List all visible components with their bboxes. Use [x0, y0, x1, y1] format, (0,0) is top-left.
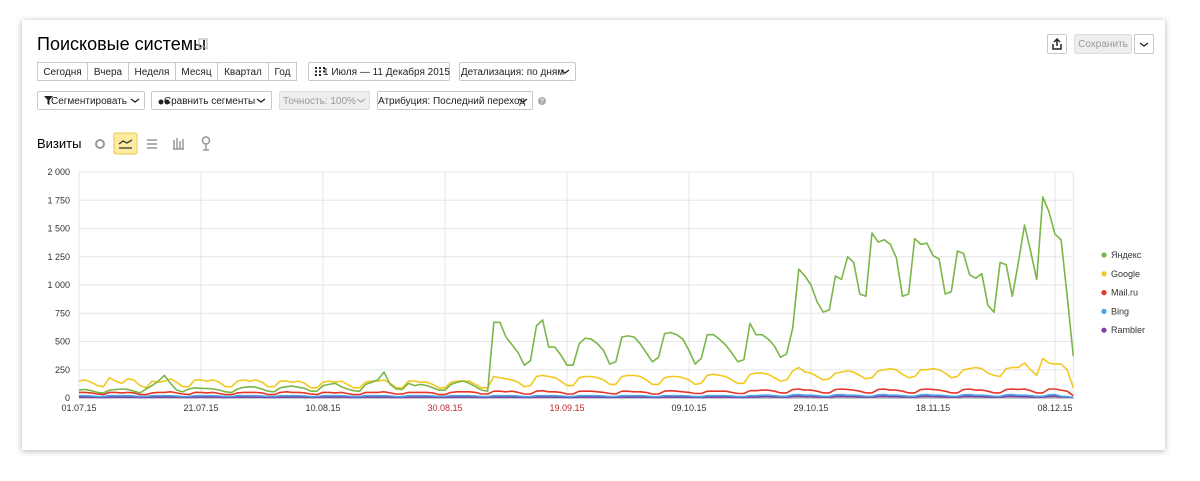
chevron [256, 98, 266, 103]
detail-label: Детализация: по дням [460, 67, 565, 78]
chevron [356, 98, 366, 103]
legend-swatch [1101, 308, 1107, 314]
share-button[interactable] [1047, 34, 1067, 54]
x-tick-label: 10.08.15 [305, 403, 340, 413]
bar-icon[interactable] [173, 138, 184, 150]
legend-label: Яндекс [1111, 250, 1142, 260]
chevron [518, 98, 528, 103]
y-tick-label: 2 000 [47, 167, 70, 177]
date-range: 1 Июля — 11 Декабря 2015 [323, 67, 450, 78]
compare-icon [158, 99, 170, 105]
save-dropdown[interactable] [1134, 34, 1154, 54]
accuracy-label: Точность: 100% [283, 96, 356, 107]
x-tick-label: 21.07.15 [183, 403, 218, 413]
y-tick-label: 750 [55, 308, 70, 318]
compare-label: Сравнить сегменты [163, 96, 256, 107]
compare-button[interactable]: Сравнить сегменты [151, 91, 272, 110]
legend-swatch [1101, 271, 1107, 277]
y-tick-label: 1 750 [47, 195, 70, 205]
legend-swatch [1101, 290, 1107, 296]
series-line [78, 196, 1075, 394]
y-tick-label: 1 500 [47, 224, 70, 234]
help-icon[interactable]: ? [537, 96, 547, 106]
period-button[interactable]: Неделя [128, 62, 176, 81]
chevron [560, 69, 570, 74]
legend-label: Google [1111, 269, 1140, 279]
svg-text:?: ? [540, 99, 544, 106]
chevron [130, 98, 140, 103]
attribution-label: Атрибуция: Последний переход [378, 96, 526, 107]
y-tick-label: 1 000 [47, 280, 70, 290]
accuracy-button[interactable]: Точность: 100% [279, 91, 370, 110]
share-icon [1052, 37, 1062, 50]
segment-button[interactable]: Сегментировать [37, 91, 145, 110]
x-tick-label: 09.10.15 [671, 403, 706, 413]
map-icon[interactable] [201, 136, 211, 151]
metric-title: Визиты [37, 136, 82, 151]
x-tick-label: 08.12.15 [1037, 403, 1072, 413]
bookmark-icon[interactable] [198, 38, 208, 50]
calendar-icon [315, 67, 325, 76]
y-tick-label: 0 [65, 393, 70, 403]
line-icon [118, 139, 133, 149]
filter-icon [44, 96, 53, 105]
chart-type-switcher [95, 132, 211, 155]
series-line [78, 357, 1075, 389]
date-range-button[interactable]: 1 Июля — 11 Декабря 2015 [308, 62, 450, 81]
x-tick-label: 01.07.15 [61, 403, 96, 413]
line-icon-active[interactable] [113, 132, 138, 155]
pie-icon[interactable] [95, 139, 105, 149]
series-line [79, 388, 1074, 397]
period-button[interactable]: Год [268, 62, 297, 81]
legend-label: Rambler [1111, 325, 1145, 335]
series-line [79, 393, 1074, 399]
series-line [79, 395, 1074, 399]
legend-swatch [1101, 327, 1107, 333]
y-tick-label: 250 [55, 365, 70, 375]
legend-label: Mail.ru [1111, 288, 1138, 298]
save-button[interactable]: Сохранить [1074, 34, 1132, 54]
area-icon[interactable] [147, 139, 157, 149]
segment-label: Сегментировать [50, 96, 127, 107]
detail-button[interactable]: Детализация: по дням [459, 62, 576, 81]
page-title: Поисковые системы [37, 34, 207, 54]
x-tick-label: 30.08.15 [427, 403, 462, 413]
x-tick-label: 29.10.15 [793, 403, 828, 413]
attribution-button[interactable]: Атрибуция: Последний переход [377, 91, 533, 110]
y-tick-label: 1 250 [47, 252, 70, 262]
x-tick-label: 19.09.15 [549, 403, 584, 413]
x-tick-label: 18.11.15 [916, 403, 950, 413]
y-tick-label: 500 [55, 337, 70, 347]
legend-label: Bing [1111, 306, 1129, 316]
legend-swatch [1101, 252, 1107, 258]
chevron [1139, 42, 1149, 47]
